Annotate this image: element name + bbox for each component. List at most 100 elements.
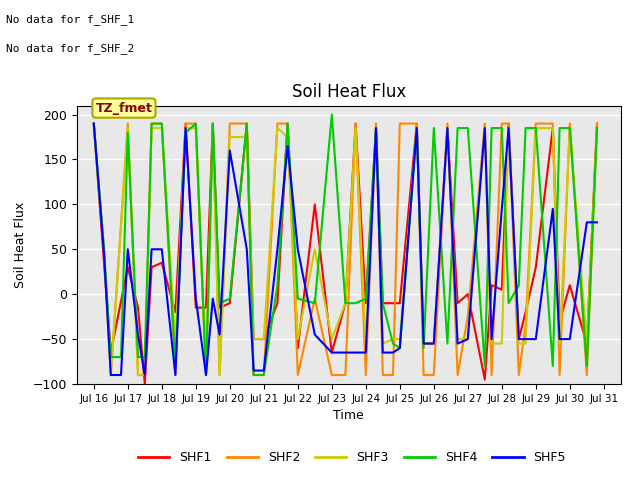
SHF1 [328,350,335,356]
SHF1 [515,336,523,342]
SHF2 [158,120,166,126]
SHF4 [515,282,523,288]
SHF1 [464,291,472,297]
SHF3 [148,125,156,131]
SHF2 [202,372,210,378]
SHF3 [250,336,257,342]
SHF3 [273,125,281,131]
SHF2 [209,120,216,126]
SHF5 [464,336,472,342]
SHF2 [522,323,529,328]
SHF5 [342,350,349,356]
Line: SHF2: SHF2 [94,123,597,375]
SHF1 [342,300,349,306]
SHF3 [362,341,370,347]
SHF4 [172,363,179,369]
SHF2 [413,120,420,126]
SHF5 [515,336,523,342]
SHF3 [396,336,404,342]
SHF1 [481,377,489,383]
SHF4 [100,246,108,252]
SHF5 [532,336,540,342]
SHF2 [250,372,257,378]
SHF3 [498,341,506,347]
SHF2 [216,372,223,378]
SHF3 [420,341,428,347]
SHF1 [389,300,397,306]
SHF3 [481,125,489,131]
SHF4 [117,354,125,360]
SHF2 [505,120,513,126]
SHF5 [226,148,234,154]
SHF4 [328,112,335,118]
SHF5 [172,372,179,378]
SHF2 [243,120,251,126]
SHF4 [430,125,438,131]
SHF2 [148,120,156,126]
SHF4 [107,354,115,360]
SHF1 [209,120,216,126]
SHF5 [243,246,251,252]
SHF5 [430,341,438,347]
SHF4 [216,300,223,306]
SHF1 [420,341,428,347]
SHF5 [284,143,291,149]
SHF3 [389,336,397,342]
SHF2 [583,372,591,378]
SHF5 [148,246,156,252]
SHF4 [141,354,148,360]
SHF5 [454,341,461,347]
SHF1 [250,336,257,342]
SHF3 [522,341,529,347]
SHF5 [593,219,601,225]
SHF2 [226,120,234,126]
SHF5 [209,296,216,301]
SHF3 [202,372,210,378]
SHF1 [260,336,268,342]
Title: Soil Heat Flux: Soil Heat Flux [292,83,406,101]
SHF2 [372,120,380,126]
SHF1 [124,264,132,270]
SHF4 [444,341,451,347]
SHF5 [202,372,210,378]
SHF4 [273,282,281,288]
SHF5 [158,246,166,252]
SHF3 [284,134,291,140]
SHF2 [328,372,335,378]
Legend: SHF1, SHF2, SHF3, SHF4, SHF5: SHF1, SHF2, SHF3, SHF4, SHF5 [133,446,571,469]
SHF4 [294,296,301,301]
SHF5 [117,372,125,378]
SHF4 [352,300,360,306]
SHF5 [311,332,319,337]
SHF1 [202,305,210,311]
SHF3 [454,336,461,342]
SHF3 [209,125,216,131]
SHF3 [141,372,148,378]
SHF3 [260,336,268,342]
SHF3 [379,341,387,347]
SHF4 [182,130,189,135]
SHF3 [124,125,132,131]
Line: SHF3: SHF3 [94,128,597,375]
SHF4 [124,130,132,135]
SHF4 [488,125,495,131]
SHF2 [454,372,461,378]
SHF1 [413,120,420,126]
SHF5 [362,350,370,356]
SHF1 [379,300,387,306]
SHF4 [389,341,397,347]
SHF1 [566,282,573,288]
SHF1 [593,120,601,126]
SHF1 [488,282,495,288]
SHF5 [124,246,132,252]
SHF5 [216,332,223,337]
SHF2 [352,120,360,126]
SHF4 [311,300,319,306]
SHF2 [342,372,349,378]
SHF2 [172,372,179,378]
SHF4 [505,300,513,306]
SHF2 [593,120,601,126]
SHF2 [362,372,370,378]
SHF4 [420,345,428,351]
SHF4 [413,125,420,131]
